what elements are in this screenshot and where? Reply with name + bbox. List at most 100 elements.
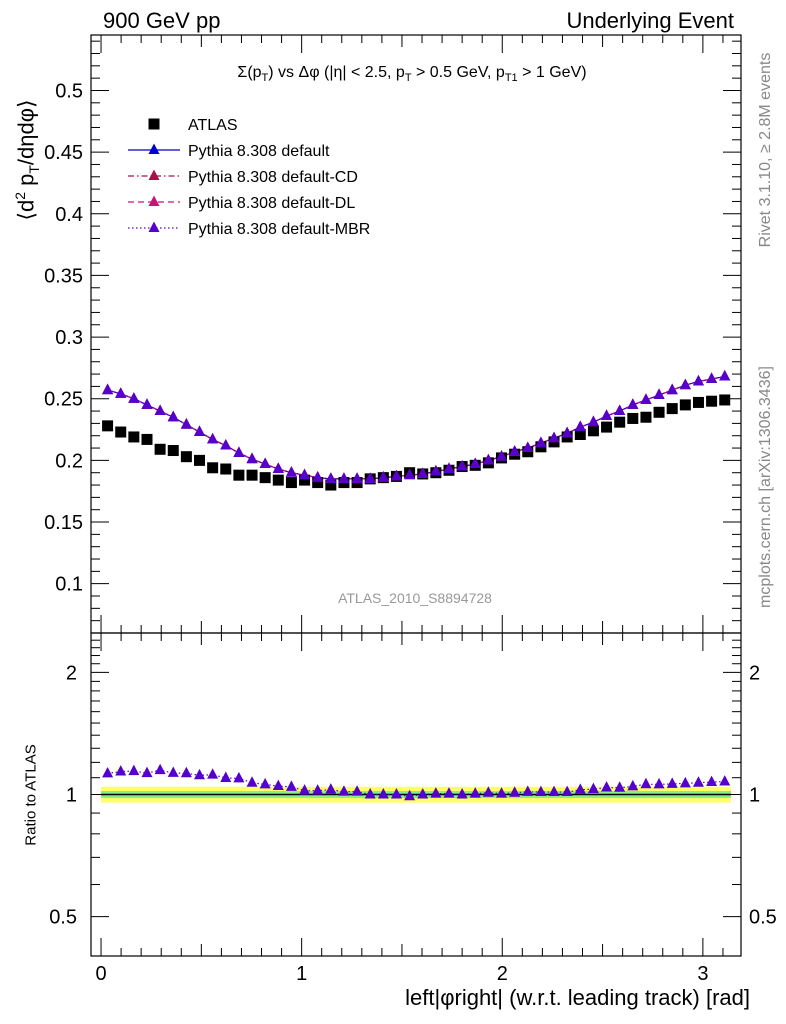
ratio-data-point (456, 788, 468, 799)
ratio-data-point (128, 764, 140, 776)
mc-data-point-4 (640, 393, 652, 404)
ratio-data-point (509, 786, 521, 797)
mc-data-point-4 (417, 467, 429, 478)
ratio-data-point (351, 785, 363, 796)
mc-data-point-4 (259, 457, 271, 469)
atlas-data-point (601, 421, 613, 433)
ratio-data-point (338, 785, 350, 796)
header-collision-label: 900 GeV pp (103, 8, 221, 33)
mc-data-point-4 (627, 398, 639, 409)
mc-data-point-4 (692, 374, 704, 386)
ratio-data-point (587, 782, 599, 794)
mc-data-point-4 (430, 464, 442, 476)
series-lines (107, 375, 725, 797)
ratio-data-point (692, 776, 704, 787)
ratio-data-point (299, 784, 311, 795)
mc-data-point-4 (180, 418, 192, 429)
ratio-data-point (469, 787, 481, 798)
mc-data-point-4 (679, 378, 691, 390)
ratio-data-point (601, 781, 613, 792)
ratio-data-point (154, 763, 166, 775)
ratio-data-point (141, 766, 153, 778)
mc-data-point-4 (587, 415, 599, 427)
mc-data-point-4 (404, 468, 416, 480)
main-y-tick-label: 0.2 (55, 450, 83, 472)
mc-data-point-4 (364, 472, 376, 483)
mc-data-point-4 (443, 462, 455, 473)
ratio-data-point (679, 776, 691, 788)
ratio-data-point (364, 788, 376, 799)
ratio-data-point (574, 783, 586, 794)
ratio-data-point (548, 785, 560, 797)
mc-data-point-4 (325, 472, 337, 483)
mc-data-point-4 (207, 432, 219, 444)
x-tick-label: 1 (296, 963, 307, 985)
atlas-data-point (167, 445, 179, 457)
ratio-data-point (417, 788, 429, 799)
ratio-y-tick-label: 0.5 (49, 907, 77, 929)
atlas-data-point (692, 396, 704, 408)
atlas-data-point (180, 451, 192, 463)
mc-data-point-4 (115, 387, 127, 398)
mc-data-point-4 (141, 398, 153, 409)
atlas-data-point (259, 472, 271, 484)
mc-data-point-4 (548, 431, 560, 443)
mc-data-point-4 (614, 404, 626, 416)
ratio-data-point (390, 788, 402, 799)
ratio-data-point (496, 787, 508, 798)
ratio-data-point (404, 789, 416, 801)
mc-data-point-4 (719, 370, 731, 381)
atlas-data-point (102, 420, 114, 432)
mc-data-point-4 (456, 460, 468, 471)
analysis-watermark: ATLAS_2010_S8894728 (338, 590, 492, 606)
ratio-data-point (220, 771, 232, 782)
header-analysis-label: Underlying Event (566, 8, 734, 33)
ratio-data-point (102, 766, 114, 778)
mc-data-point-4 (233, 446, 245, 457)
ratio-y-tick-label: 2 (66, 662, 77, 684)
legend-label-0: ATLAS (188, 117, 238, 134)
atlas-data-point (627, 412, 639, 424)
ratio-data-point (653, 777, 665, 789)
ratio-y-tick-label-right: 2 (749, 662, 760, 684)
ratio-data-point (233, 771, 245, 783)
plot-title: Σ(pT) vs Δφ (|η| < 2.5, pT > 0.5 GeV, pT… (237, 64, 587, 85)
mc-data-point-4 (574, 420, 586, 432)
ratio-data-point (614, 781, 626, 792)
ratio-uncertainty-band (101, 786, 731, 803)
mc-data-point-4 (706, 372, 718, 383)
ratio-data-point (377, 788, 389, 799)
ratio-data-point (522, 785, 534, 796)
mc-data-point-4 (312, 471, 324, 482)
mc-data-point-4 (351, 472, 363, 483)
ratio-series-line (107, 769, 725, 797)
ratio-data-point (259, 777, 271, 789)
atlas-data-point (587, 425, 599, 437)
mc-data-point-4 (194, 425, 206, 436)
ratio-data-point (285, 780, 297, 791)
mc-data-point-4 (167, 410, 179, 422)
atlas-data-point (666, 403, 678, 415)
mc-data-point-4 (272, 462, 284, 473)
main-y-tick-label: 0.35 (44, 265, 83, 287)
atlas-data-point (220, 463, 232, 475)
mc-data-point-4 (390, 469, 402, 481)
main-y-tick-label: 0.3 (55, 327, 83, 349)
ratio-data-point (194, 768, 206, 780)
x-tick-label: 3 (697, 963, 708, 985)
data-markers (102, 370, 731, 801)
atlas-data-point (574, 428, 586, 440)
atlas-data-point (246, 469, 258, 481)
mc-data-point-4 (128, 392, 140, 403)
mc-data-point-4 (338, 472, 350, 483)
legend-label-2: Pythia 8.308 default-CD (188, 169, 358, 186)
ratio-data-point (246, 776, 258, 787)
mc-data-point-4 (102, 383, 114, 395)
mc-data-point-4 (299, 468, 311, 480)
legend-marker-3 (148, 195, 160, 206)
atlas-data-point (154, 443, 166, 455)
mc-data-point-4 (246, 452, 258, 464)
atlas-data-point (653, 406, 665, 418)
mc-data-point-4 (522, 441, 534, 453)
